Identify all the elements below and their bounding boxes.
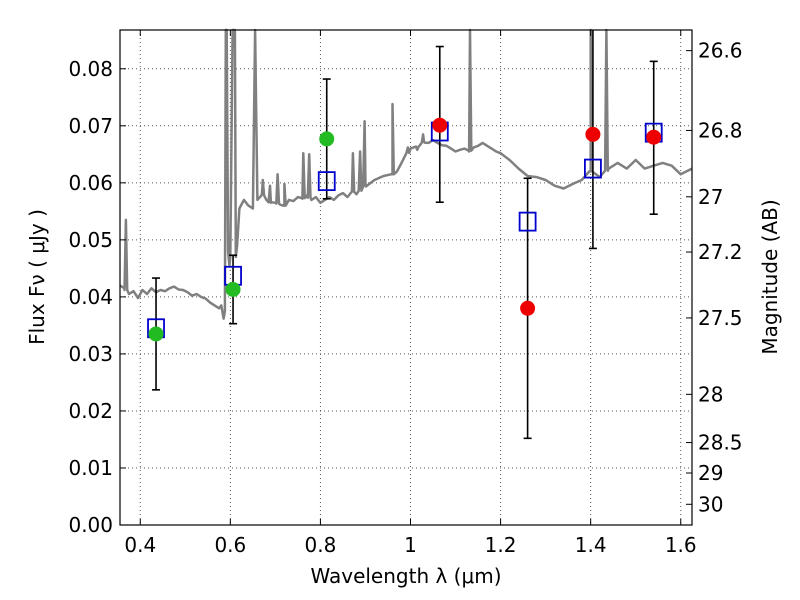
mag-tick-label-0: 26.6: [698, 39, 743, 63]
y-tick-label-2: 0.02: [68, 399, 113, 423]
magnitude-tick-labels: 26.6 26.8 27 27.2 27.5 28 28.5 29 30: [698, 39, 743, 517]
x-tick-label-5: 1.4: [575, 533, 607, 557]
spectrum-line: [119, 28, 693, 320]
optical-point-0: [148, 326, 164, 342]
y-tick-label-8: 0.08: [68, 57, 113, 81]
x-tick-label-3: 1: [404, 533, 417, 557]
nir-point-3: [646, 129, 662, 145]
x-axis-label: Wavelength λ (μm): [310, 564, 501, 588]
y-tick-labels: 0.00 0.01 0.02 0.03 0.04 0.05 0.06 0.07 0.08: [68, 57, 113, 537]
nir-point-1: [520, 300, 536, 316]
model-square-4: [518, 211, 537, 232]
y-tick-label-4: 0.04: [68, 285, 113, 309]
magnitude-axis-label: Magnitude (AB): [758, 199, 782, 354]
x-tick-label-1: 0.6: [214, 533, 246, 557]
y-axis-label: Flux Fν ( μJy ): [25, 209, 49, 345]
y-tick-label-1: 0.01: [68, 456, 113, 480]
template-spectrum: [119, 28, 693, 320]
x-tick-label-2: 0.8: [305, 533, 337, 557]
nir-point-0: [432, 117, 448, 133]
y-tick-label-3: 0.03: [68, 342, 113, 366]
optical-point-1: [225, 281, 241, 297]
mag-tick-label-7: 29: [698, 461, 723, 485]
plot-frame: [119, 29, 693, 526]
x-tick-label-4: 1.2: [485, 533, 517, 557]
mag-tick-label-1: 26.8: [698, 118, 743, 142]
x-tick-label-6: 1.6: [665, 533, 697, 557]
nir-point-2: [585, 126, 601, 142]
mag-tick-label-6: 28.5: [698, 431, 743, 455]
x-tick-label-0: 0.4: [124, 533, 156, 557]
axis-ticks: [120, 30, 692, 526]
model-square-2: [317, 171, 336, 192]
mag-tick-label-5: 28: [698, 382, 723, 406]
mag-tick-label-4: 27.5: [698, 306, 743, 330]
model-square-5: [584, 158, 602, 179]
y-tick-label-5: 0.05: [68, 228, 113, 252]
mag-tick-label-3: 27.2: [698, 240, 743, 264]
mag-tick-label-8: 30: [698, 492, 723, 516]
y-tick-label-0: 0.00: [68, 513, 113, 537]
observed-markers: [148, 117, 662, 342]
mag-tick-label-2: 27: [698, 185, 723, 209]
x-tick-labels: 0.4 0.6 0.8 1 1.2 1.4 1.6: [124, 533, 696, 557]
y-tick-label-7: 0.07: [68, 114, 113, 138]
optical-point-2: [319, 131, 335, 147]
y-tick-label-6: 0.06: [68, 171, 113, 195]
